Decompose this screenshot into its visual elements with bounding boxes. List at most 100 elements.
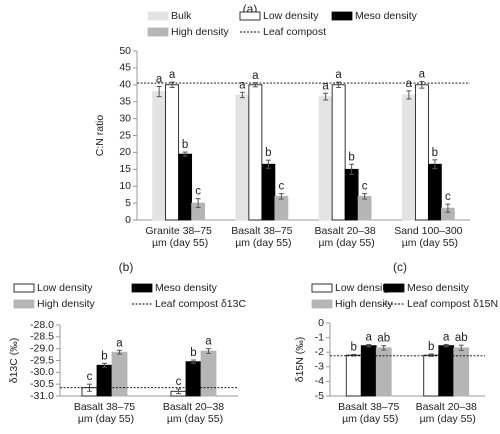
y-tick-label: 45 bbox=[119, 62, 131, 74]
significance-label: b bbox=[182, 139, 188, 151]
significance-label: a bbox=[443, 331, 450, 343]
significance-label: b bbox=[101, 350, 107, 362]
y-tick-label: -30.5 bbox=[30, 378, 54, 390]
significance-label: c bbox=[279, 181, 285, 193]
legend-label: High density bbox=[335, 298, 394, 310]
y-tick-label: 25 bbox=[119, 129, 131, 141]
significance-label: a bbox=[419, 68, 426, 80]
x-tick-label: Basalt 20–38 µm (day 55) bbox=[314, 225, 375, 249]
y-tick-label: -1 bbox=[315, 331, 324, 343]
y-tick-label: 0 bbox=[318, 317, 324, 329]
legend-label: Bulk bbox=[171, 10, 192, 22]
legend-swatch bbox=[13, 299, 35, 309]
significance-label: b bbox=[190, 347, 196, 359]
bar bbox=[438, 345, 455, 397]
legend-label: Meso density bbox=[155, 282, 218, 294]
x-tick-label: Basalt 38–75 µm (day 55) bbox=[231, 225, 292, 249]
bar bbox=[414, 84, 429, 221]
legend-label: High density bbox=[37, 298, 96, 310]
bar bbox=[318, 96, 333, 221]
bar bbox=[357, 195, 372, 221]
y-tick-label: 20 bbox=[119, 146, 131, 158]
bar bbox=[235, 94, 250, 221]
y-tick-label: -5 bbox=[315, 390, 324, 402]
bar bbox=[423, 354, 440, 397]
significance-label: a bbox=[322, 80, 329, 92]
significance-label: a bbox=[366, 331, 373, 343]
bar bbox=[152, 91, 167, 221]
significance-label: a bbox=[205, 336, 212, 348]
significance-label: a bbox=[116, 337, 123, 349]
y-tick-label: 10 bbox=[119, 180, 131, 192]
legend-swatch bbox=[147, 27, 169, 37]
significance-label: c bbox=[176, 376, 182, 388]
significance-label: a bbox=[169, 69, 176, 81]
x-tick-label: Basalt 38–75 µm (day 55) bbox=[338, 401, 399, 425]
bar bbox=[427, 163, 442, 221]
legend-swatch bbox=[383, 283, 405, 293]
significance-label: b bbox=[428, 341, 434, 353]
legend-label: Meso density bbox=[407, 282, 470, 294]
legend-swatch bbox=[311, 299, 333, 309]
bar bbox=[178, 153, 193, 221]
y-tick-label: -30.0 bbox=[30, 366, 54, 378]
significance-label: a bbox=[156, 74, 163, 86]
bar bbox=[331, 84, 346, 221]
y-tick-label: 50 bbox=[119, 45, 131, 57]
y-tick-label: 30 bbox=[119, 112, 131, 124]
bar bbox=[165, 84, 180, 221]
legend-swatch bbox=[13, 283, 35, 293]
legend-swatch bbox=[331, 11, 353, 21]
legend-swatch bbox=[131, 283, 153, 293]
y-tick-label: -3 bbox=[315, 361, 324, 373]
legend-label: Low density bbox=[263, 10, 319, 22]
bar bbox=[248, 84, 263, 221]
y-tick-label: 35 bbox=[119, 95, 131, 107]
x-tick-label: Basalt 20–38 µm (day 55) bbox=[416, 401, 477, 425]
bar bbox=[344, 168, 359, 221]
bar bbox=[401, 94, 416, 221]
y-tick-label: -29.5 bbox=[30, 354, 54, 366]
bar bbox=[360, 345, 377, 397]
significance-label: b bbox=[265, 147, 271, 159]
panel-label: (b) bbox=[119, 260, 134, 274]
x-tick-label: Sand 100–300 µm (day 55) bbox=[394, 225, 462, 249]
x-tick-label: Basalt 38–75 µm (day 55) bbox=[74, 401, 135, 425]
y-tick-label: -28.5 bbox=[30, 331, 54, 343]
bar bbox=[200, 350, 217, 397]
significance-label: c bbox=[445, 191, 451, 203]
significance-label: a bbox=[335, 69, 342, 81]
y-tick-label: 5 bbox=[125, 197, 131, 209]
significance-label: c bbox=[87, 371, 93, 383]
legend-label: Low density bbox=[335, 282, 391, 294]
panel-label: (c) bbox=[393, 260, 407, 274]
y-axis-label: δ15N (‰) bbox=[294, 337, 306, 383]
legend-label: Leaf compost bbox=[263, 26, 326, 38]
bar bbox=[345, 354, 362, 397]
significance-label: a bbox=[239, 79, 246, 91]
bar bbox=[375, 347, 392, 397]
significance-label: ab bbox=[455, 332, 468, 344]
y-tick-label: 40 bbox=[119, 79, 131, 91]
y-tick-label: -4 bbox=[315, 375, 324, 387]
y-axis-label: δ13C (‰) bbox=[8, 338, 20, 384]
significance-label: b bbox=[348, 151, 354, 163]
x-tick-label: Granite 38–75 µm (day 55) bbox=[145, 225, 212, 249]
y-tick-label: -29.0 bbox=[30, 342, 54, 354]
legend-swatch bbox=[147, 11, 169, 21]
significance-label: a bbox=[252, 70, 259, 82]
significance-label: a bbox=[406, 78, 413, 90]
legend-label: Leaf compost δ13C bbox=[155, 298, 246, 310]
legend-label: Low density bbox=[37, 282, 93, 294]
y-axis-label: C:N ratio bbox=[94, 115, 106, 157]
y-tick-label: -31.0 bbox=[30, 390, 54, 402]
legend-label: Meso density bbox=[355, 10, 418, 22]
legend-swatch bbox=[239, 11, 261, 21]
bar bbox=[261, 163, 276, 221]
legend-swatch bbox=[311, 283, 333, 293]
y-tick-label: -2 bbox=[315, 346, 324, 358]
legend-label: Leaf compost δ15N bbox=[407, 298, 498, 310]
significance-label: ab bbox=[377, 333, 390, 345]
x-tick-label: Basalt 20–38 µm (day 55) bbox=[163, 401, 224, 425]
